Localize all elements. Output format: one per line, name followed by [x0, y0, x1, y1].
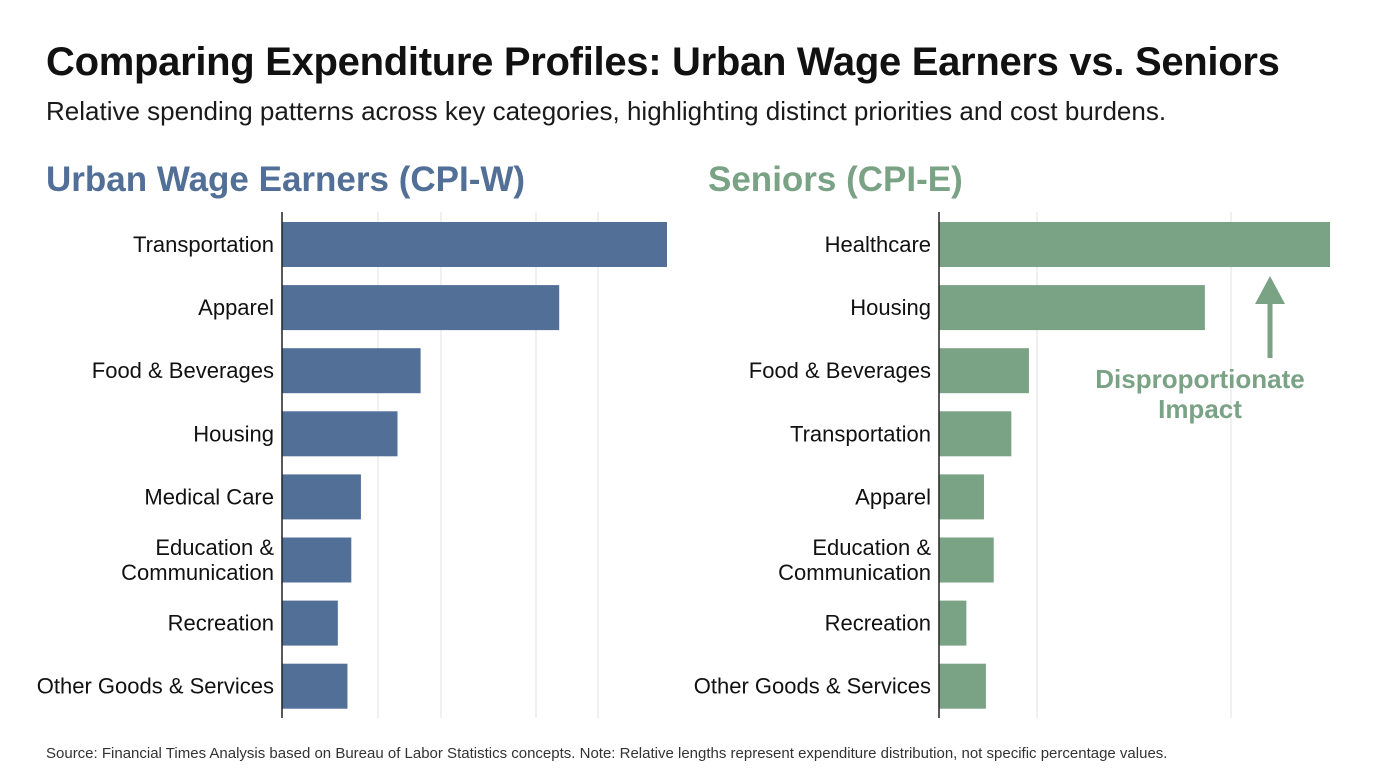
bar-cpi-w-6 [282, 537, 352, 583]
bar-cpi-e-7 [939, 600, 967, 646]
chart-subtitle: Relative spending patterns across key ca… [46, 96, 1167, 126]
bar-cpi-e-2 [939, 285, 1205, 331]
panel-title-cpi-w: Urban Wage Earners (CPI-W) [46, 160, 526, 199]
bar-cpi-w-5 [282, 474, 361, 520]
bar-cpi-e-5 [939, 474, 984, 520]
bar-cpi-w-7 [282, 600, 338, 646]
annotation-line-1: Disproportionate [1095, 364, 1305, 394]
bar-cpi-e-3 [939, 348, 1029, 394]
category-label-cpi-e-8: Other Goods & Services [694, 674, 931, 699]
bar-cpi-w-8 [282, 663, 348, 709]
category-label-cpi-e-4: Transportation [790, 421, 931, 446]
source-note: Source: Financial Times Analysis based o… [46, 745, 1168, 762]
panel-title-cpi-e: Seniors (CPI-E) [708, 160, 963, 199]
category-label-cpi-e-3: Food & Beverages [749, 358, 931, 383]
bar-cpi-e-6 [939, 537, 994, 583]
bar-cpi-w-4 [282, 411, 398, 457]
category-label-cpi-w-2: Apparel [198, 295, 274, 320]
bar-cpi-w-1 [282, 222, 667, 267]
chart-title: Comparing Expenditure Profiles: Urban Wa… [46, 40, 1280, 84]
category-label-cpi-e-5: Apparel [855, 484, 931, 509]
category-label-cpi-e-6: Education & Communication [778, 535, 931, 585]
annotation-line-2: Impact [1158, 394, 1242, 424]
category-label-cpi-w-7: Recreation [168, 611, 274, 636]
category-label-cpi-w-1: Transportation [133, 232, 274, 257]
category-label-cpi-w-4: Housing [193, 421, 274, 446]
bar-cpi-w-3 [282, 348, 421, 394]
disproportionate-impact-annotation: Disproportionate Impact [1082, 364, 1318, 424]
category-label-cpi-w-5: Medical Care [144, 484, 274, 509]
category-label-cpi-e-7: Recreation [825, 611, 931, 636]
category-label-cpi-w-6: Education & Communication [121, 535, 274, 585]
arrow-up-icon-head [1255, 276, 1285, 304]
category-label-cpi-e-2: Housing [850, 295, 931, 320]
bar-cpi-w-2 [282, 285, 560, 331]
bar-cpi-e-8 [939, 663, 986, 709]
bar-cpi-e-4 [939, 411, 1012, 457]
bar-cpi-e-1 [939, 222, 1330, 267]
category-label-cpi-w-8: Other Goods & Services [37, 674, 274, 699]
category-label-cpi-w-3: Food & Beverages [92, 358, 274, 383]
category-label-cpi-e-1: Healthcare [825, 232, 931, 257]
